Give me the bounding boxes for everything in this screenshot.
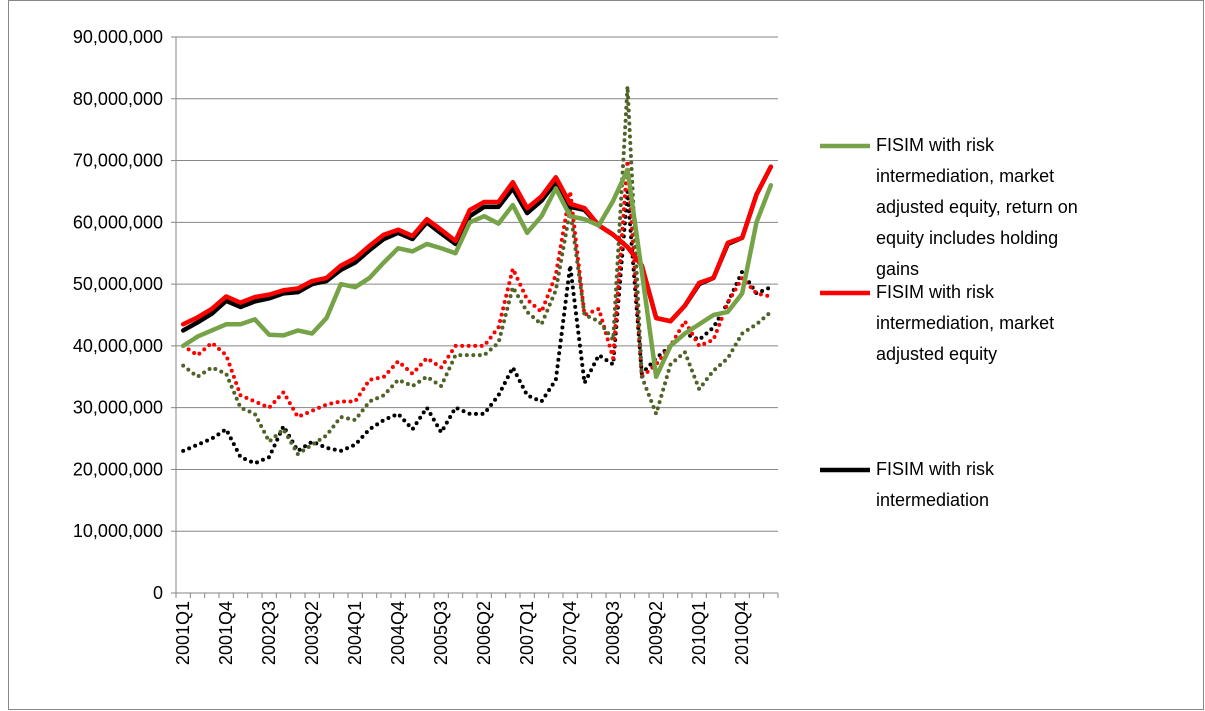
- dotted-line: [181, 84, 773, 456]
- dotted-line: [181, 158, 773, 419]
- x-tick-label: 2007Q1: [517, 601, 537, 665]
- y-tick-label: 40,000,000: [73, 336, 163, 356]
- line: [180, 167, 774, 380]
- y-tick-label: 0: [153, 583, 163, 603]
- x-tick-label: 2010Q4: [732, 601, 752, 665]
- y-tick-label: 60,000,000: [73, 212, 163, 232]
- y-tick-label: 20,000,000: [73, 459, 163, 479]
- y-tick-label: 30,000,000: [73, 398, 163, 418]
- x-tick-label: 2002Q3: [259, 601, 279, 665]
- x-tick-label: 2008Q3: [603, 601, 623, 665]
- x-tick-label: 2007Q4: [560, 601, 580, 665]
- x-tick-label: 2009Q2: [646, 601, 666, 665]
- y-tick-label: 10,000,000: [73, 521, 163, 541]
- legend-label: FISIM with risk intermediation, market a…: [876, 282, 1055, 364]
- x-tick-label: 2001Q1: [173, 601, 193, 665]
- x-tick-label: 2004Q1: [345, 601, 365, 665]
- y-tick-label: 90,000,000: [73, 27, 163, 47]
- legend-label: FISIM with risk intermediation, market a…: [876, 135, 1078, 279]
- x-tick-label: 2003Q2: [302, 601, 322, 665]
- frame: [8, 0, 1204, 710]
- y-tick-label: 70,000,000: [73, 151, 163, 171]
- line: [180, 164, 774, 327]
- x-tick-label: 2005Q3: [431, 601, 451, 665]
- x-tick-label: 2004Q4: [388, 601, 408, 665]
- x-tick-label: 2001Q4: [216, 601, 236, 665]
- x-tick-label: 2010Q1: [689, 601, 709, 665]
- y-tick-label: 80,000,000: [73, 89, 163, 109]
- y-tick-label: 50,000,000: [73, 274, 163, 294]
- x-tick-label: 2006Q2: [474, 601, 494, 665]
- legend-label: FISIM with risk intermediation: [876, 459, 995, 510]
